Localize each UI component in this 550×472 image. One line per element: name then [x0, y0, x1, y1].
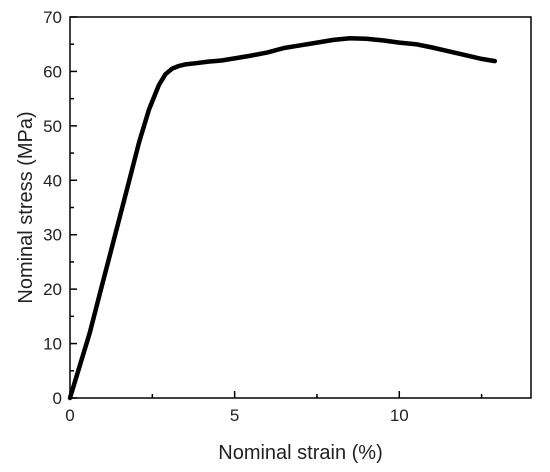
x-tick-label: 5 [230, 406, 239, 425]
tick-labels-layer: 0 5 10 0 10 20 30 40 50 60 70 [43, 8, 409, 425]
plot-frame [69, 16, 532, 399]
y-tick-label: 70 [43, 8, 62, 27]
x-tick-label: 0 [65, 406, 74, 425]
stress-strain-curve [67, 35, 498, 401]
y-tick-label: 20 [43, 280, 62, 299]
y-tick-label: 0 [53, 389, 62, 408]
y-tick-label: 60 [43, 62, 62, 81]
y-tick-label: 30 [43, 226, 62, 245]
y-tick-label: 40 [43, 171, 62, 190]
x-axis-title: Nominal strain (%) [218, 442, 382, 464]
ticks-layer [69, 16, 483, 399]
y-tick-label: 10 [43, 335, 62, 354]
x-tick-label: 10 [390, 406, 409, 425]
y-tick-label: 50 [43, 117, 62, 136]
y-axis-title: Nominal stress (MPa) [15, 111, 37, 303]
